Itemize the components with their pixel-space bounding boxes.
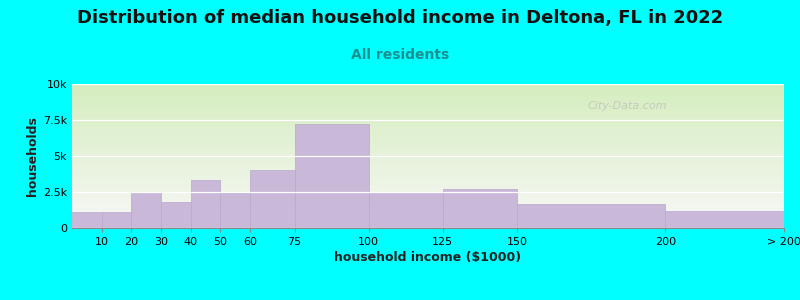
Bar: [131, 192, 161, 228]
Bar: [666, 211, 784, 228]
X-axis label: household income ($1000): household income ($1000): [334, 251, 522, 264]
Bar: [161, 202, 190, 228]
Text: Distribution of median household income in Deltona, FL in 2022: Distribution of median household income …: [77, 9, 723, 27]
Bar: [190, 181, 220, 228]
Text: All residents: All residents: [351, 48, 449, 62]
Bar: [294, 124, 369, 228]
Bar: [102, 212, 131, 228]
Bar: [369, 192, 443, 228]
Bar: [250, 170, 294, 228]
Bar: [220, 194, 250, 228]
Bar: [443, 189, 517, 228]
Bar: [517, 203, 666, 228]
Text: City-Data.com: City-Data.com: [588, 100, 667, 111]
Y-axis label: households: households: [26, 116, 38, 196]
Bar: [72, 212, 102, 228]
